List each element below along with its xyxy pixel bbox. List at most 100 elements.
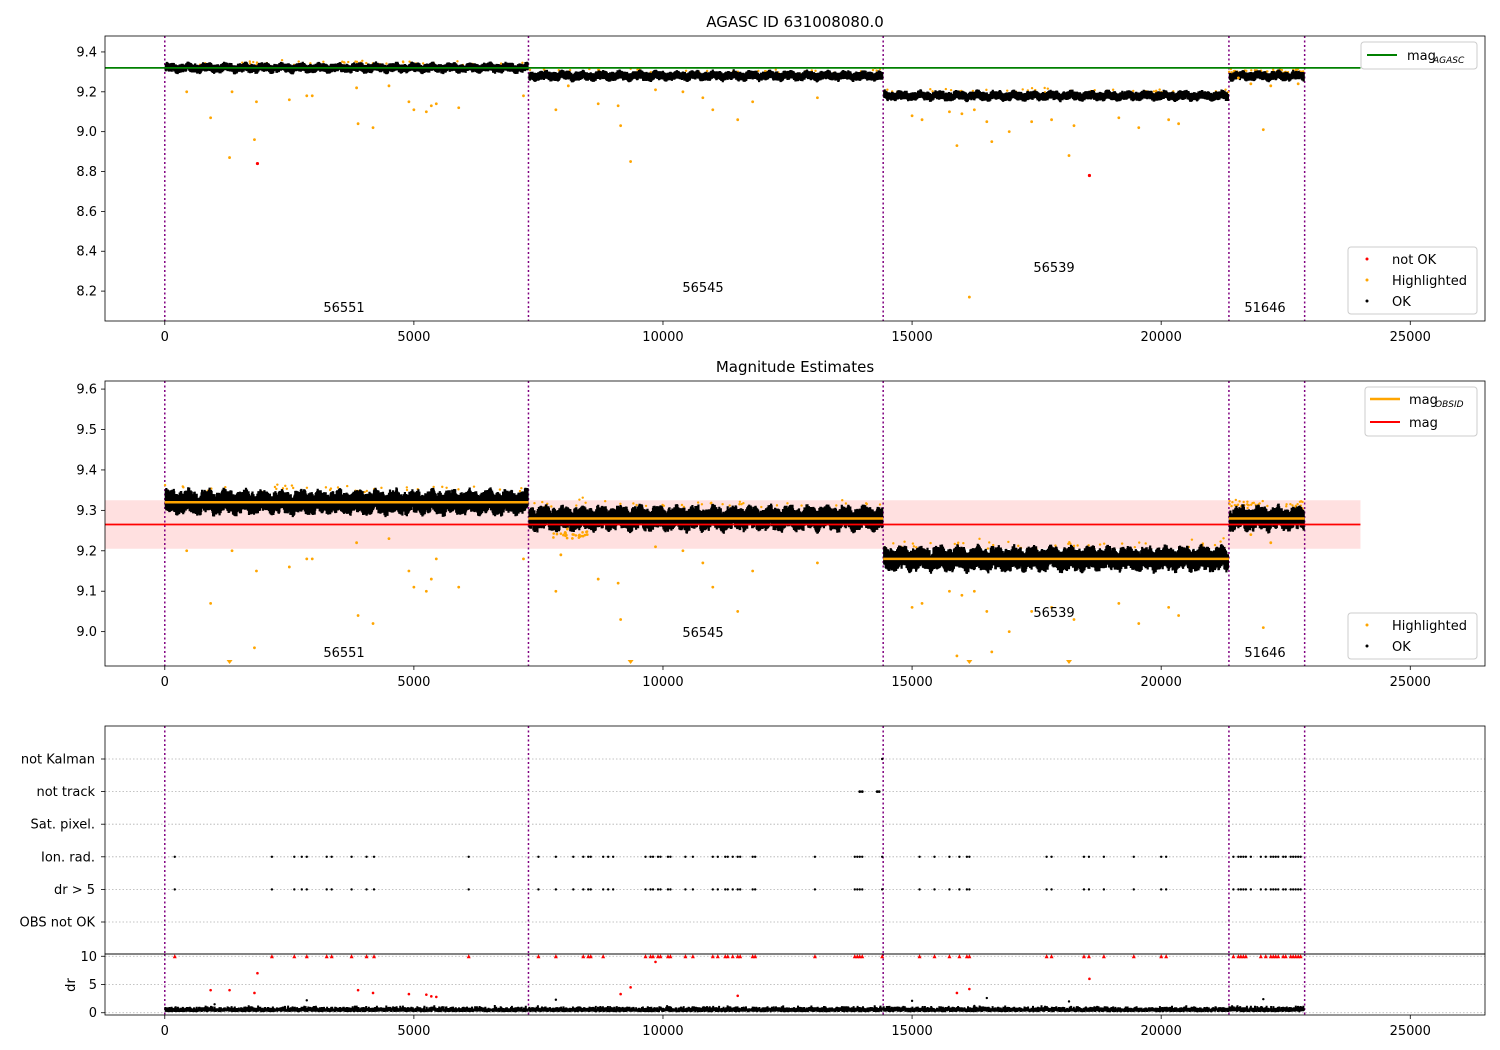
flag-point <box>1237 888 1240 891</box>
highlighted-point <box>309 62 312 65</box>
flag-point <box>753 888 757 891</box>
highlighted-point <box>185 90 189 94</box>
highlighted-point <box>1242 500 1245 504</box>
flag-point <box>1259 855 1263 858</box>
dr-clipped-marker <box>738 954 743 959</box>
highlighted-point <box>365 489 369 493</box>
flag-point <box>691 888 695 891</box>
highlighted-point <box>429 104 433 108</box>
highlighted-point <box>1046 87 1050 90</box>
dr-clipped-marker <box>643 954 648 959</box>
highlighted-point <box>986 547 990 550</box>
flag-point <box>554 855 558 858</box>
highlighted-point <box>728 504 731 507</box>
highlighted-point <box>185 549 189 553</box>
highlighted-point <box>948 589 951 593</box>
flag-point <box>1232 855 1235 858</box>
dr-clipped-marker <box>1298 954 1303 959</box>
highlighted-point <box>1030 86 1034 90</box>
highlighted-point <box>565 533 568 537</box>
highlighted-point <box>892 542 895 545</box>
flag-point <box>644 888 647 891</box>
flag-point <box>968 855 971 858</box>
dr-ok-points <box>882 1005 1229 1013</box>
highlighted-point <box>1072 124 1076 128</box>
highlighted-point <box>521 61 524 65</box>
highlighted-point <box>1007 130 1011 134</box>
highlighted-point <box>1069 542 1072 545</box>
flag-point <box>1299 855 1302 858</box>
highlighted-point <box>276 483 279 486</box>
dr-ok-points <box>1228 1005 1305 1013</box>
flag-point <box>325 855 328 858</box>
highlighted-point <box>1177 122 1181 126</box>
highlighted-point <box>1017 544 1020 548</box>
highlighted-point <box>662 504 666 507</box>
y-tick-label: 5 <box>89 978 97 993</box>
highlighted-point <box>355 541 358 545</box>
dr-clipped-marker <box>292 954 297 959</box>
dr-clipped-marker <box>466 954 471 959</box>
y-tick-label: 9.2 <box>76 85 97 100</box>
flag-point <box>1242 855 1245 858</box>
highlighted-point <box>1076 544 1079 547</box>
highlighted-point <box>228 156 231 159</box>
dr-clipped-marker <box>715 954 720 959</box>
dr-point-red <box>968 987 971 991</box>
highlighted-point <box>571 537 574 540</box>
highlighted-point <box>990 650 994 654</box>
obsid-label: 56551 <box>323 646 364 661</box>
flag-point <box>1277 855 1280 858</box>
dr-clipped-marker <box>668 954 673 959</box>
highlighted-point <box>354 60 357 63</box>
highlighted-point <box>988 541 991 544</box>
highlighted-point <box>499 62 503 65</box>
y-tick-label: 8.8 <box>76 165 97 180</box>
flag-point <box>948 888 951 891</box>
flag-point <box>651 855 655 858</box>
flag-point <box>1274 855 1277 858</box>
flag-point <box>1132 855 1135 858</box>
highlighted-point <box>991 543 995 547</box>
dr-clipped-marker <box>364 954 369 959</box>
highlighted-point <box>920 601 924 605</box>
y-tick-label: 9.3 <box>76 504 97 519</box>
legend-marker-not-ok <box>1365 257 1369 261</box>
flag-point <box>860 790 864 793</box>
highlighted-point <box>343 61 346 64</box>
dr-point-red <box>955 991 959 995</box>
highlighted-point <box>603 499 607 503</box>
highlighted-point <box>365 61 368 65</box>
dr-clipped-marker <box>324 954 329 959</box>
highlighted-point <box>701 96 705 100</box>
flag-point <box>589 855 592 858</box>
flag-point <box>933 888 936 891</box>
flag-point <box>1239 855 1243 858</box>
flag-point <box>731 888 734 891</box>
flag-point <box>856 888 859 891</box>
highlighted-point <box>291 486 295 490</box>
x-tick-label: 0 <box>161 330 169 345</box>
highlighted-point <box>1007 630 1011 634</box>
highlighted-point <box>1117 116 1121 120</box>
highlighted-point <box>1043 86 1046 90</box>
flag-point <box>711 855 714 858</box>
highlighted-point <box>700 503 704 506</box>
highlighted-point <box>305 486 309 489</box>
dr-point-red <box>434 995 438 999</box>
highlighted-point <box>456 60 459 63</box>
flag-point <box>467 855 470 858</box>
flag-point <box>853 855 856 858</box>
highlighted-point <box>310 557 314 561</box>
flag-point <box>587 888 590 891</box>
dr-clipped-marker <box>1231 954 1236 959</box>
highlighted-point <box>757 69 760 73</box>
dr-point-red <box>209 988 212 992</box>
highlighted-point <box>1224 88 1227 91</box>
y-tick-label: 9.6 <box>76 383 97 398</box>
highlighted-point <box>387 537 391 541</box>
highlighted-point <box>520 487 523 490</box>
highlighted-point <box>1072 618 1076 621</box>
flag-point <box>330 888 333 891</box>
highlighted-point <box>182 486 185 489</box>
